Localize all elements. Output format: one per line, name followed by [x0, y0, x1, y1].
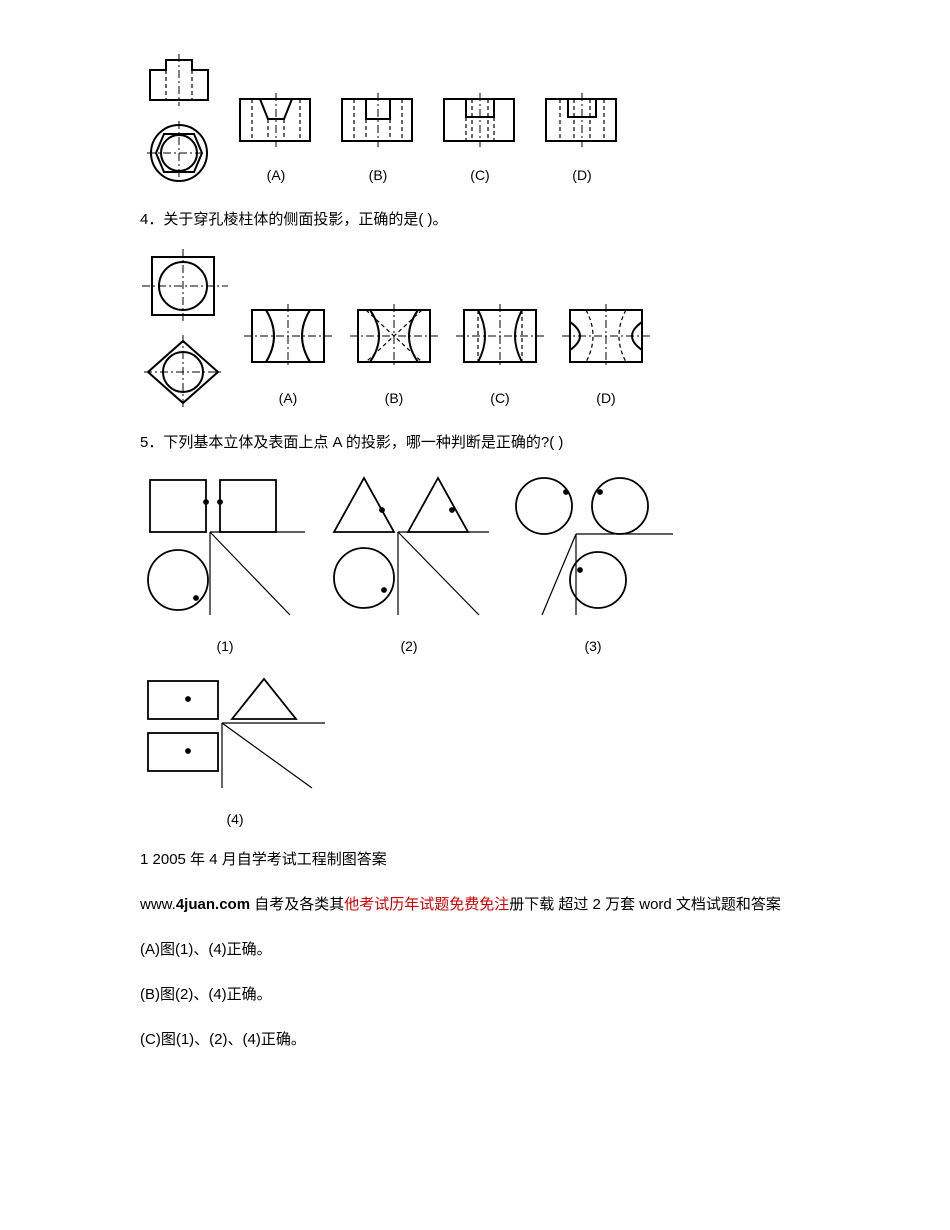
website-line: www.4juan.com 自考及各类其他考试历年试题免费免注册下载 超过 2 …: [140, 891, 810, 918]
q5-figure-row1: (1) (2): [140, 470, 810, 659]
option-a: (A)图(1)、(4)正确。: [140, 936, 810, 963]
q3-opt-d-svg: [538, 89, 626, 149]
q3-opt-a-svg: [232, 89, 320, 149]
q4-opt-b-svg: [348, 300, 440, 372]
q4-option-a: (A): [242, 300, 334, 411]
q4-ref-bottom: [140, 333, 228, 411]
q4-label-c: (C): [490, 386, 509, 411]
q5-fig1-svg: [140, 470, 310, 620]
q4-opt-d-svg: [560, 300, 652, 372]
q3-option-d: (D): [538, 89, 626, 188]
q5-label-2: (2): [400, 634, 417, 659]
website-domain: 4juan.com: [176, 896, 250, 913]
q5-fig4-svg: [140, 673, 330, 793]
q3-label-a: (A): [267, 163, 286, 188]
q4-option-d: (D): [560, 300, 652, 411]
q3-ref-top: [140, 50, 218, 110]
website-prefix: www.: [140, 896, 176, 913]
website-link[interactable]: 他考试历年试题免费免注: [344, 896, 509, 913]
q3-option-c: (C): [436, 89, 524, 188]
q5-figure-row2: (4): [140, 673, 810, 832]
q3-ref-bottom: [140, 118, 218, 188]
website-mid: 自考及各类其: [250, 896, 344, 913]
q5-fig-4: (4): [140, 673, 330, 832]
option-b: (B)图(2)、(4)正确。: [140, 981, 810, 1008]
q5-fig-3: (3): [508, 470, 678, 659]
q5-fig2-svg: [324, 470, 494, 620]
q4-label-d: (D): [596, 386, 615, 411]
q5-label-1: (1): [216, 634, 233, 659]
q5-fig3-svg: [508, 470, 678, 620]
q3-label-d: (D): [572, 163, 591, 188]
option-c: (C)图(1)、(2)、(4)正确。: [140, 1026, 810, 1053]
q3-figure: (A) (B): [140, 50, 810, 188]
q3-reference: [140, 50, 218, 188]
q4-ref-top: [140, 247, 228, 325]
q5-fig-1: (1): [140, 470, 310, 659]
q4-label-b: (B): [385, 386, 404, 411]
q4-opt-a-svg: [242, 300, 334, 372]
q5-text: 5．下列基本立体及表面上点 A 的投影，哪一种判断是正确的?( ): [140, 429, 810, 456]
answer-header: 1 2005 年 4 月自学考试工程制图答案: [140, 846, 810, 873]
website-suffix: 册下载 超过 2 万套 word 文档试题和答案: [509, 896, 781, 913]
q4-reference: [140, 247, 228, 411]
q3-option-a: (A): [232, 89, 320, 188]
q5-fig-2: (2): [324, 470, 494, 659]
q3-label-b: (B): [369, 163, 388, 188]
q4-opt-c-svg: [454, 300, 546, 372]
q4-figure: (A) (B): [140, 247, 810, 411]
q3-opt-b-svg: [334, 89, 422, 149]
q3-option-b: (B): [334, 89, 422, 188]
q4-option-b: (B): [348, 300, 440, 411]
q4-label-a: (A): [279, 386, 298, 411]
q4-text: 4．关于穿孔棱柱体的侧面投影，正确的是( )。: [140, 206, 810, 233]
q5-label-4: (4): [226, 807, 243, 832]
q4-option-c: (C): [454, 300, 546, 411]
q3-opt-c-svg: [436, 89, 524, 149]
q3-label-c: (C): [470, 163, 489, 188]
q5-label-3: (3): [584, 634, 601, 659]
